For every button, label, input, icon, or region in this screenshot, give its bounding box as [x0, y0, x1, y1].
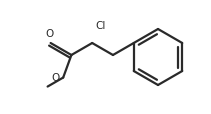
Text: O: O: [51, 72, 59, 82]
Text: O: O: [46, 29, 54, 39]
Text: Cl: Cl: [95, 21, 106, 31]
